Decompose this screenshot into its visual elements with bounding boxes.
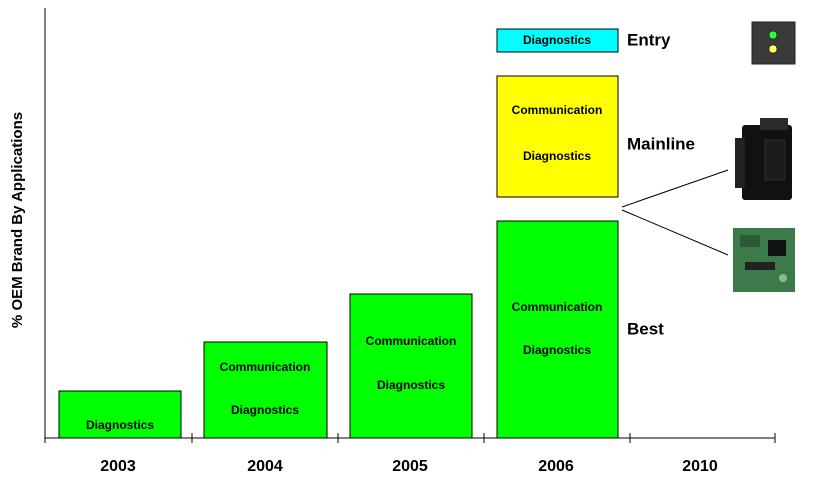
year-label: 2004 (247, 458, 283, 475)
entry-icon (751, 21, 796, 65)
block (496, 75, 619, 198)
year-label: 2006 (538, 458, 574, 475)
block-text: Diagnostics (523, 33, 591, 47)
block (496, 220, 619, 439)
year-label: 2005 (392, 458, 428, 475)
x-ticks (44, 433, 776, 443)
best-circuit-board (733, 228, 795, 292)
connector (621, 209, 729, 256)
tier-label: Best (627, 319, 664, 338)
axis-label: % OEM Brand By Applications (9, 112, 26, 328)
block-text: Diagnostics (86, 418, 154, 432)
block-text: Diagnostics (377, 378, 445, 392)
connector (621, 169, 729, 208)
block (496, 28, 619, 53)
block (58, 390, 182, 439)
mainline-device (735, 118, 792, 200)
block-text: Diagnostics (523, 149, 591, 163)
year-label: 2010 (682, 458, 718, 475)
block (349, 293, 473, 439)
year-label: 2003 (100, 458, 136, 475)
block (203, 341, 328, 439)
block-text: Communication (220, 360, 311, 374)
block-text: Communication (366, 334, 457, 348)
tier-label: Mainline (627, 134, 695, 153)
tier-label: Entry (627, 30, 671, 49)
block-text: Diagnostics (523, 343, 591, 357)
block-text: Communication (512, 103, 603, 117)
block-text: Diagnostics (231, 403, 299, 417)
block-text: Communication (512, 300, 603, 314)
